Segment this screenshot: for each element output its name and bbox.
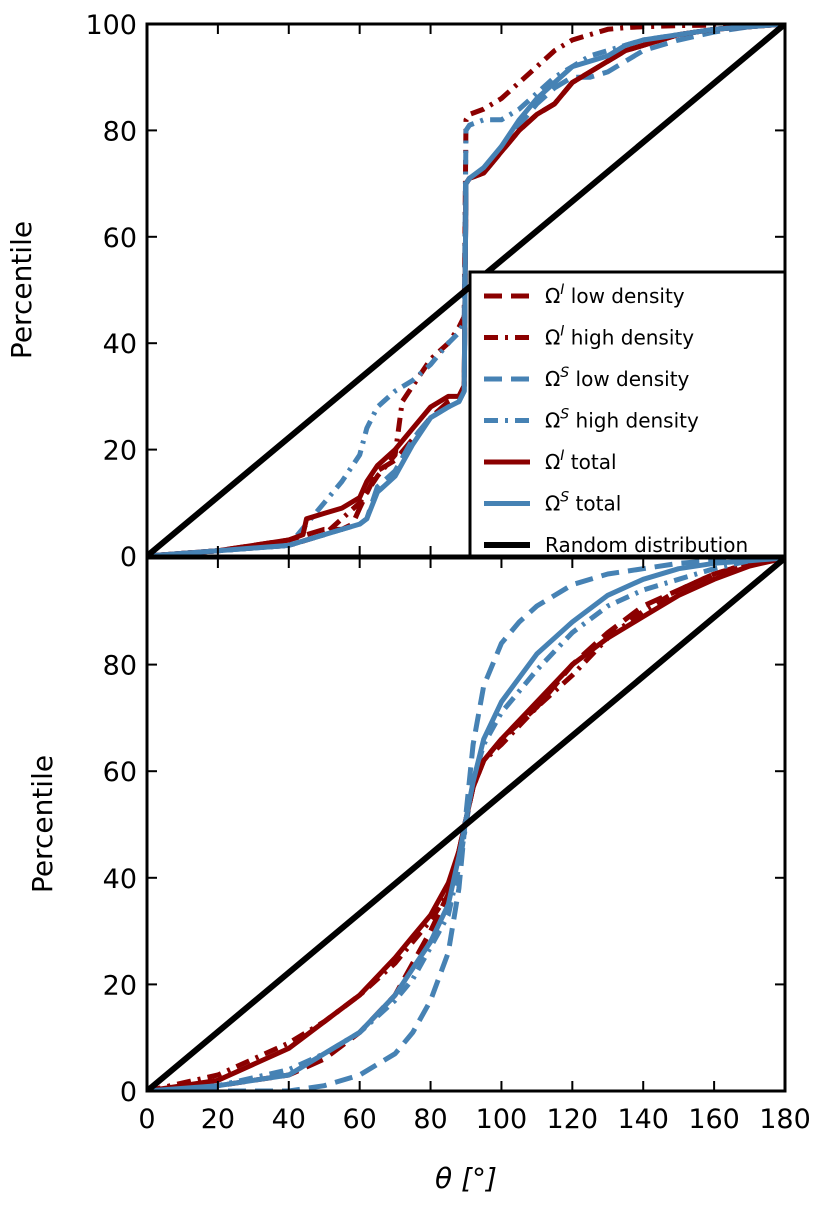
legend-entry: ΩI total [484,448,617,474]
x-axis-label: θ [°] [435,1162,497,1195]
bottom-ticks: 0 20 40 60 80 0 20 40 60 80 100 120 140 160 180 [103,558,811,1135]
legend-label: ΩS high density [545,407,699,433]
xtick-label: 80 [413,1104,447,1135]
legend-entry: ΩS total [484,490,621,516]
xtick-label: 120 [547,1104,599,1135]
top-series-omegas-total [147,24,785,556]
xtick-label: 0 [138,1104,155,1135]
legend-entry: ΩS low density [484,365,690,391]
top-ytick-label: 20 [103,436,137,467]
legend-box [468,270,787,558]
legend-label: ΩS low density [545,365,690,391]
bottom-ytick-label: 40 [103,864,137,895]
top-series-omegai-high-density [147,24,785,556]
legend-entry: ΩI low density [484,282,685,308]
xtick-label: 160 [688,1104,740,1135]
top-series-group [147,24,785,556]
bottom-series-group [147,558,785,1091]
top-y-axis-label: Percentile [5,221,38,359]
legend-label: ΩS total [545,490,621,516]
xtick-label: 20 [201,1104,235,1135]
bottom-ytick-label: 80 [103,651,137,682]
legend-entry: ΩI high density [484,324,694,350]
bottom-series-omegas-total [147,558,785,1091]
legend: ΩI low density ΩI high density ΩS low dens… [468,270,787,558]
bottom-series-omegas-low-density [147,558,785,1091]
xtick-label: 140 [617,1104,669,1135]
xtick-label: 40 [272,1104,306,1135]
top-ytick-label: 60 [103,223,137,254]
top-ytick-label: 40 [103,329,137,360]
legend-label: ΩI low density [545,282,685,308]
top-series-random-distribution [147,24,785,556]
top-ytick-label: 80 [103,116,137,147]
xtick-label: 100 [476,1104,528,1135]
bottom-axes-frame [145,556,787,1093]
top-ytick-label: 100 [85,10,137,41]
legend-entry: ΩS high density [484,407,699,433]
bottom-panel: 0 20 40 60 80 0 20 40 60 80 100 120 140 160 180 Percen… [26,556,811,1195]
legend-label: ΩI total [545,448,617,474]
bottom-y-axis-label: Percentile [26,755,59,893]
bottom-ytick-label: 20 [103,970,137,1001]
legend-entry: Random distribution [484,533,748,557]
bottom-ytick-label: 0 [120,1077,137,1108]
bottom-series-random-distribution [147,558,785,1091]
xtick-label: 60 [342,1104,376,1135]
legend-label: ΩI high density [545,324,694,350]
bottom-ytick-label: 60 [103,757,137,788]
xtick-label: 180 [759,1104,811,1135]
legend-label: Random distribution [545,533,748,557]
bottom-series-omegai-high-density [147,558,785,1091]
top-ytick-label: 0 [120,542,137,573]
